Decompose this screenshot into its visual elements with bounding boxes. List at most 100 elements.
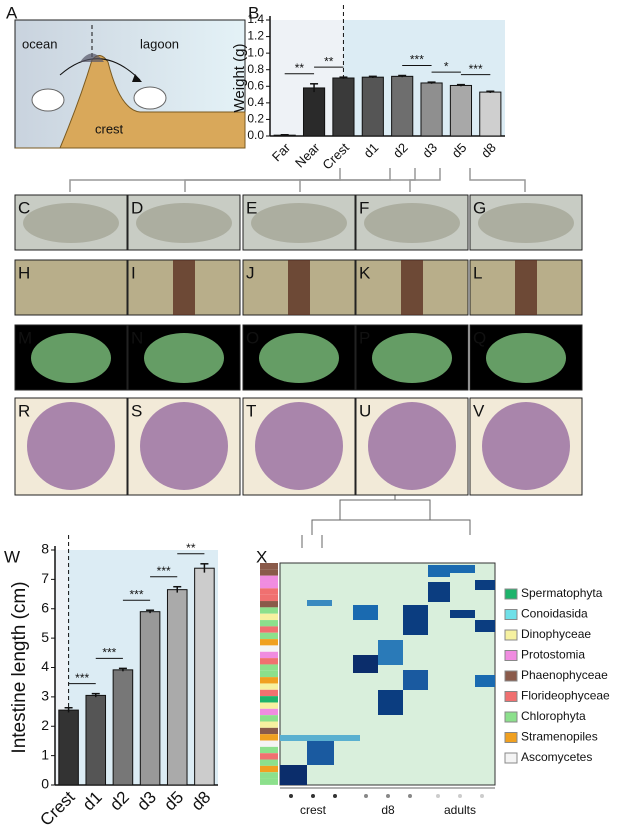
panel-label: Q [473, 328, 486, 347]
bar [479, 91, 502, 137]
y-tick-label: 7 [41, 570, 49, 586]
legend-label: Dinophyceae [521, 627, 591, 641]
row-category [260, 632, 278, 640]
image-detail [27, 402, 115, 490]
legend-swatch [504, 752, 518, 764]
image-detail [136, 203, 232, 243]
y-tick-label: 0.4 [247, 95, 264, 109]
y-tick-label: 0 [41, 776, 49, 792]
y-tick-label: 3 [41, 688, 49, 704]
bar [166, 589, 188, 786]
image-panel [14, 259, 128, 316]
row-category [260, 772, 278, 779]
row-category [260, 626, 278, 633]
x-tick-label: d3 [133, 788, 160, 815]
row-category [260, 753, 278, 760]
significance-label: *** [469, 62, 483, 76]
x-tick-label: Far [269, 139, 294, 164]
image-detail [23, 203, 119, 243]
y-axis-label: Weight (g) [231, 44, 248, 113]
group-dot [333, 794, 337, 798]
row-category [260, 651, 278, 659]
x-tick-label: d8 [478, 140, 499, 161]
legend-label: Conoidasida [521, 607, 588, 621]
image-detail [368, 402, 456, 490]
row-category [260, 607, 278, 614]
connector [409, 168, 441, 192]
image-detail [259, 333, 339, 383]
x-tick-label: d2 [106, 788, 133, 815]
panel-label: O [246, 328, 259, 347]
legend-label: Protostomia [521, 648, 585, 662]
row-category [260, 670, 278, 678]
row-category [260, 727, 278, 735]
region-label: lagoon [140, 36, 179, 51]
row-category [260, 689, 278, 697]
row-category [260, 696, 278, 703]
row-category [260, 683, 278, 690]
row-category [260, 588, 278, 595]
legend-swatch [504, 588, 518, 600]
image-detail [255, 402, 343, 490]
group-dot [311, 794, 315, 798]
y-tick-label: 8 [41, 541, 49, 557]
image-detail [144, 333, 224, 383]
legend-label: Chlorophyta [521, 709, 586, 723]
panel-label: D [131, 198, 143, 217]
group-dot [408, 794, 412, 798]
bar [361, 76, 384, 137]
panel-label: K [359, 263, 371, 282]
image-detail [364, 203, 460, 243]
y-axis-label: Intestine length (cm) [9, 581, 30, 753]
row-category [260, 563, 278, 570]
image-detail [515, 260, 537, 315]
y-tick-label: 6 [41, 599, 49, 615]
connector [299, 168, 416, 192]
row-category [260, 759, 278, 766]
panel-label: X [256, 547, 267, 566]
significance-label: *** [129, 587, 143, 601]
significance-label: * [444, 59, 449, 73]
panel-label: I [131, 263, 136, 282]
panel-label: M [18, 328, 32, 347]
panel-label: F [359, 198, 369, 217]
y-tick-label: 0.0 [247, 128, 264, 142]
x-tick-label: d1 [361, 140, 382, 161]
bar [112, 669, 134, 786]
significance-label: ** [186, 541, 196, 555]
y-tick-label: 1 [41, 746, 49, 762]
significance-label: *** [75, 671, 89, 685]
x-tick-label: d1 [79, 788, 106, 815]
group-label: d8 [381, 803, 395, 817]
x-tick-label: Near [292, 139, 323, 170]
legend-label: Stramenopiles [521, 730, 598, 744]
legend-swatch [504, 650, 518, 661]
row-category [260, 677, 278, 684]
region-label: ocean [22, 36, 57, 51]
significance-label: *** [410, 53, 424, 67]
x-tick-label: d5 [160, 788, 187, 815]
row-category [260, 582, 278, 589]
significance-label: ** [324, 54, 334, 68]
panel-label: S [131, 401, 142, 420]
legend-label: Spermatophyta [521, 586, 603, 600]
legend-swatch [504, 609, 518, 620]
row-category [260, 601, 278, 608]
connector [184, 168, 391, 192]
row-category [260, 575, 278, 583]
row-category [260, 639, 278, 646]
group-dot [289, 794, 293, 798]
row-category [260, 734, 278, 741]
bar [194, 567, 215, 786]
panel-label: R [18, 401, 30, 420]
panel-label: N [131, 328, 143, 347]
bar [58, 709, 79, 786]
image-detail [140, 402, 228, 490]
y-tick-label: 2 [41, 717, 49, 733]
x-tick-label: d3 [419, 140, 440, 161]
significance-label: ** [295, 61, 305, 75]
legend-swatch [504, 711, 518, 723]
heatmap [279, 480, 496, 789]
row-category [260, 740, 278, 747]
significance-label: *** [157, 564, 171, 578]
